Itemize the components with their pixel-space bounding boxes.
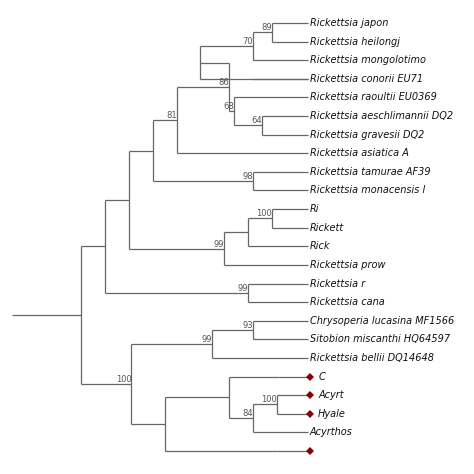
Text: 99: 99 — [214, 240, 224, 249]
Text: Rickettsia japon: Rickettsia japon — [310, 18, 388, 28]
Text: Rickettsia bellii DQ14648: Rickettsia bellii DQ14648 — [310, 353, 434, 363]
Text: Rick: Rick — [310, 241, 330, 251]
Text: Rickettsia monacensis l: Rickettsia monacensis l — [310, 185, 425, 195]
Text: Rickettsia prow: Rickettsia prow — [310, 260, 385, 270]
Text: 70: 70 — [242, 37, 253, 46]
Text: C: C — [318, 372, 325, 382]
Text: 68: 68 — [223, 102, 234, 111]
Text: Chrysoperia lucasina MF1566: Chrysoperia lucasina MF1566 — [310, 316, 454, 326]
Text: Rickettsia mongolotimo: Rickettsia mongolotimo — [310, 55, 426, 65]
Text: Hyale: Hyale — [318, 409, 346, 419]
Text: Rickettsia r: Rickettsia r — [310, 279, 365, 289]
Text: Ri: Ri — [310, 204, 319, 214]
Text: 93: 93 — [242, 321, 253, 330]
Text: 100: 100 — [116, 375, 131, 384]
Text: Rickett: Rickett — [310, 223, 344, 233]
Text: Sitobion miscanthi HQ64597: Sitobion miscanthi HQ64597 — [310, 334, 450, 344]
Text: 81: 81 — [166, 111, 177, 120]
Text: Rickettsia conorii EU71: Rickettsia conorii EU71 — [310, 74, 423, 84]
Text: 84: 84 — [242, 410, 253, 419]
Text: Rickettsia tamurae AF39: Rickettsia tamurae AF39 — [310, 167, 430, 177]
Text: Rickettsia raoultii EU0369: Rickettsia raoultii EU0369 — [310, 92, 437, 102]
Text: Rickettsia cana: Rickettsia cana — [310, 297, 384, 307]
Text: Acyrt: Acyrt — [318, 390, 344, 400]
Text: 86: 86 — [219, 78, 229, 87]
Text: 100: 100 — [261, 395, 277, 404]
Text: 100: 100 — [256, 210, 272, 219]
Text: Acyrthos: Acyrthos — [310, 428, 352, 438]
Text: Rickettsia asiatica A: Rickettsia asiatica A — [310, 148, 409, 158]
Text: 99: 99 — [202, 335, 212, 344]
Text: 89: 89 — [261, 23, 272, 32]
Text: Rickettsia heilongj: Rickettsia heilongj — [310, 36, 400, 46]
Text: Rickettsia aeschlimannii DQ2: Rickettsia aeschlimannii DQ2 — [310, 111, 453, 121]
Text: Rickettsia gravesii DQ2: Rickettsia gravesii DQ2 — [310, 130, 424, 140]
Text: 64: 64 — [252, 117, 263, 125]
Text: 99: 99 — [237, 284, 248, 293]
Text: 98: 98 — [242, 172, 253, 181]
